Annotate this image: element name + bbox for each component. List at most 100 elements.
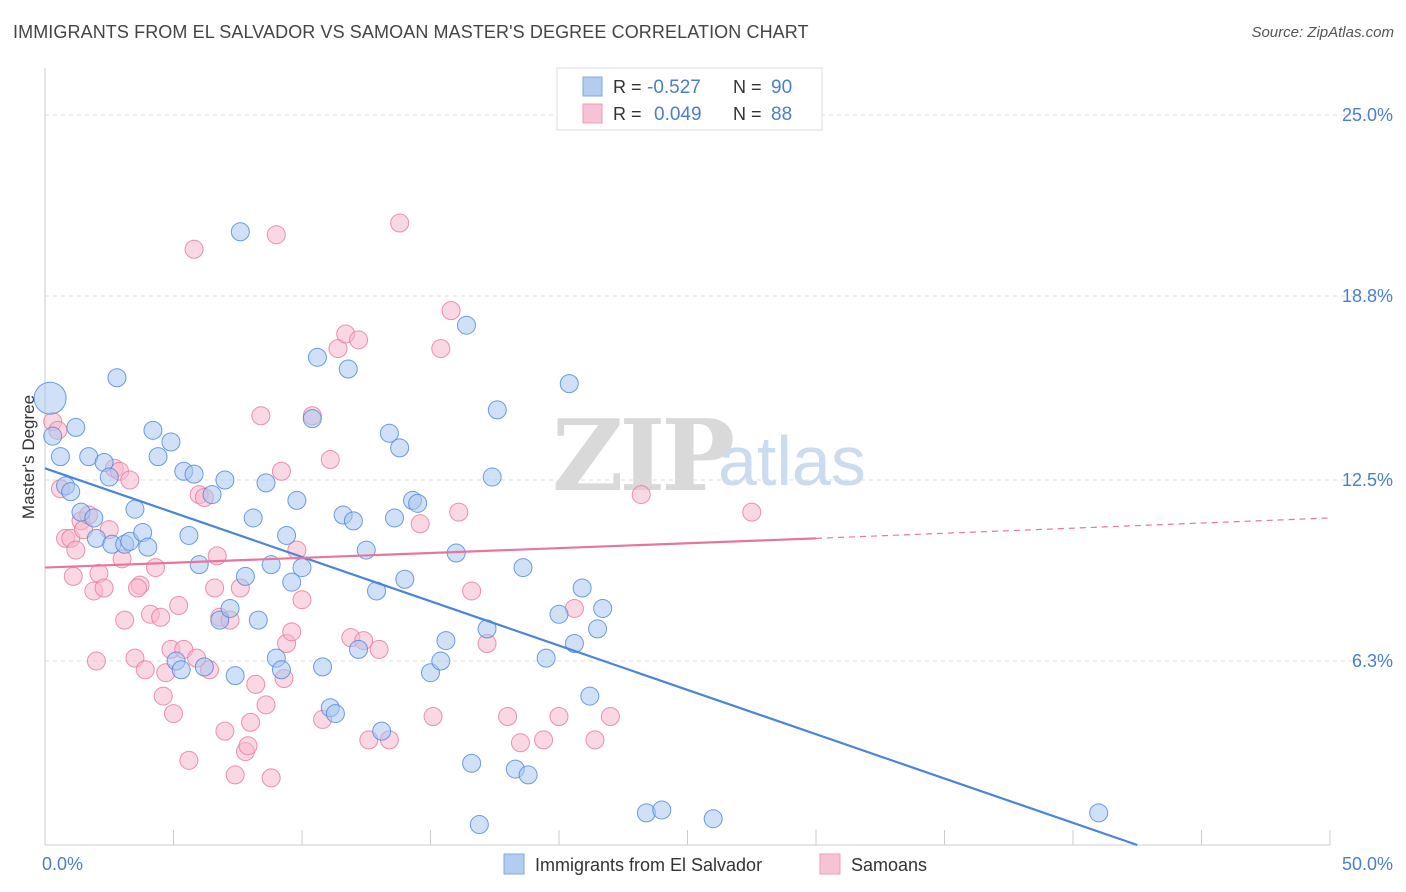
el-salvador-point bbox=[282, 572, 302, 592]
pink-n-value: 88 bbox=[771, 104, 792, 125]
samoans-point bbox=[146, 558, 166, 578]
el-salvador-point bbox=[148, 447, 168, 467]
samoans-point bbox=[86, 651, 106, 671]
el-salvador-point bbox=[343, 511, 363, 531]
samoans-point bbox=[261, 768, 281, 788]
el-salvador-point bbox=[194, 657, 214, 677]
el-salvador-point bbox=[189, 555, 209, 575]
el-salvador-point bbox=[171, 660, 191, 680]
el-salvador-point bbox=[564, 634, 584, 654]
samoans-point bbox=[292, 590, 312, 610]
samoans-point bbox=[441, 301, 461, 321]
el-salvador-point bbox=[307, 347, 327, 367]
y-tick-labels: 6.3% 12.5% 18.8% 25.0% bbox=[1342, 105, 1393, 671]
source-credit: Source: ZipAtlas.com bbox=[1251, 24, 1394, 41]
samoans-point bbox=[423, 707, 443, 727]
samoans-point bbox=[585, 730, 605, 750]
samoans-point bbox=[215, 721, 235, 741]
legend-blue-label: Immigrants from El Salvador bbox=[535, 855, 762, 875]
y-axis-label: Master's Degree bbox=[19, 395, 38, 519]
samoans-point bbox=[94, 578, 114, 598]
el-salvador-point bbox=[408, 493, 428, 513]
el-salvador-trend-line bbox=[44, 467, 1138, 847]
el-salvador-point bbox=[125, 499, 145, 519]
samoans-point bbox=[534, 730, 554, 750]
samoans-point bbox=[164, 704, 183, 724]
el-salvador-point bbox=[292, 558, 312, 578]
samoans-point bbox=[63, 566, 83, 586]
el-salvador-point bbox=[235, 566, 255, 586]
pink-n-label: N = bbox=[733, 104, 762, 124]
el-salvador-point bbox=[66, 417, 86, 437]
chart-title: IMMIGRANTS FROM EL SALVADOR VS SAMOAN MA… bbox=[13, 22, 809, 42]
el-salvador-point bbox=[395, 569, 415, 589]
el-salvador-point bbox=[349, 639, 369, 659]
y-tick-label: 25.0% bbox=[1342, 105, 1393, 125]
el-salvador-point bbox=[549, 604, 569, 624]
y-tick-label: 12.5% bbox=[1342, 470, 1393, 490]
samoans-point bbox=[600, 707, 620, 727]
el-salvador-point bbox=[580, 686, 600, 706]
samoans-point bbox=[251, 406, 271, 426]
x-tick-labels: 0.0% 50.0% bbox=[42, 854, 1393, 874]
el-salvador-point bbox=[436, 631, 456, 651]
el-salvador-point bbox=[43, 426, 63, 446]
blue-n-value: 90 bbox=[771, 77, 792, 98]
samoans-point bbox=[462, 581, 482, 601]
blue-swatch bbox=[582, 76, 603, 97]
el-salvador-point bbox=[179, 525, 199, 545]
samoans-point bbox=[282, 622, 302, 642]
legend-pink-swatch bbox=[819, 853, 841, 875]
pink-swatch bbox=[582, 103, 603, 124]
el-salvador-point bbox=[379, 423, 399, 443]
samoans-trend-extension bbox=[815, 517, 1331, 539]
samoans-point bbox=[205, 578, 225, 598]
legend-pink-label: Samoans bbox=[851, 855, 927, 875]
stats-box: R = -0.527 N = 90 R = 0.049 N = 88 bbox=[556, 67, 823, 131]
el-salvador-point bbox=[588, 619, 608, 639]
pink-r-label: R = bbox=[613, 104, 642, 124]
watermark: ZIP atlas bbox=[552, 399, 866, 514]
el-salvador-point bbox=[84, 508, 104, 528]
el-salvador-point bbox=[248, 610, 268, 630]
el-salvador-point bbox=[33, 381, 67, 415]
el-salvador-point bbox=[161, 432, 181, 452]
watermark-atlas: atlas bbox=[718, 422, 866, 500]
samoans-point bbox=[410, 514, 430, 534]
samoans-point bbox=[320, 450, 340, 470]
el-salvador-point bbox=[277, 525, 297, 545]
el-salvador-point bbox=[469, 815, 489, 835]
el-salvador-point bbox=[390, 438, 410, 458]
el-salvador-point bbox=[287, 490, 307, 510]
blue-r-value: -0.527 bbox=[647, 77, 701, 98]
el-salvador-point bbox=[703, 809, 723, 829]
el-salvador-point bbox=[202, 485, 222, 505]
samoans-point bbox=[271, 461, 291, 481]
samoans-point bbox=[128, 578, 148, 598]
el-salvador-point bbox=[482, 467, 502, 487]
blue-r-label: R = bbox=[613, 77, 642, 97]
samoans-point bbox=[449, 502, 469, 522]
samoans-point bbox=[241, 712, 261, 732]
samoans-point bbox=[742, 502, 762, 522]
el-salvador-point bbox=[225, 666, 245, 686]
el-salvador-point bbox=[143, 420, 163, 440]
el-salvador-point bbox=[372, 721, 392, 741]
el-salvador-point bbox=[243, 508, 263, 528]
el-salvador-point bbox=[536, 648, 556, 668]
el-salvador-point bbox=[184, 464, 204, 484]
el-salvador-point bbox=[513, 558, 533, 578]
samoans-point bbox=[246, 674, 266, 694]
el-salvador-point bbox=[230, 222, 250, 242]
el-salvador-point bbox=[220, 598, 240, 618]
el-salvador-point bbox=[50, 447, 70, 467]
el-salvador-point bbox=[593, 598, 613, 618]
samoans-point bbox=[120, 470, 140, 490]
samoans-point bbox=[349, 330, 369, 350]
el-salvador-point bbox=[487, 400, 507, 420]
blue-n-label: N = bbox=[733, 77, 762, 97]
samoans-point bbox=[266, 225, 286, 245]
el-salvador-series bbox=[33, 222, 1109, 835]
el-salvador-point bbox=[256, 473, 276, 493]
el-salvador-point bbox=[652, 800, 672, 820]
